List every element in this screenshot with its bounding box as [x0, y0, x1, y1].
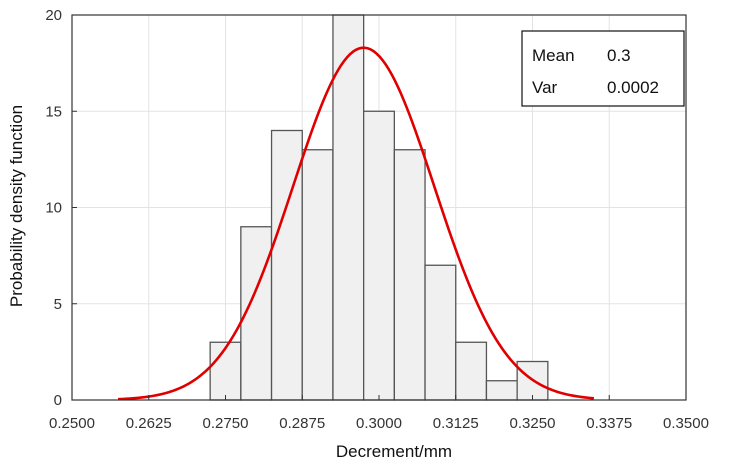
y-tick-label: 0	[54, 392, 62, 409]
x-tick-label: 0.2625	[126, 415, 172, 432]
histogram-bar	[393, 149, 426, 401]
y-tick-label: 20	[45, 7, 62, 24]
fit-curve-layer	[117, 46, 595, 401]
x-tick-label: 0.3375	[586, 415, 632, 432]
x-axis-label: Decrement/mm	[336, 442, 452, 461]
tick-labels: 0.2500 0.2625 0.2750 0.2875 0.3000 0.3125 0.32…	[45, 7, 709, 432]
y-tick-label: 10	[45, 200, 62, 217]
histogram-bar	[209, 341, 242, 401]
histogram-bar	[270, 129, 303, 401]
normal-fit-curve	[117, 46, 595, 401]
legend-mean-value: 0.3	[607, 46, 631, 65]
y-tick-label: 5	[54, 296, 62, 313]
x-tick-label: 0.2500	[49, 415, 95, 432]
stats-legend: Mean 0.3 Var 0.0002	[521, 30, 685, 107]
x-tick-label: 0.2875	[279, 415, 325, 432]
x-tick-label: 0.3500	[663, 415, 709, 432]
legend-var-value: 0.0002	[607, 78, 659, 97]
x-tick-label: 0.2750	[203, 415, 249, 432]
x-tick-label: 0.3000	[356, 415, 402, 432]
legend-box	[521, 30, 685, 107]
histogram-bar	[455, 341, 488, 401]
y-axis-label: Probability density function	[7, 105, 26, 307]
histogram-bar	[424, 264, 457, 401]
legend-mean-label: Mean	[532, 46, 575, 65]
axes	[71, 14, 687, 401]
plot-frame	[71, 14, 687, 401]
x-tick-label: 0.3125	[433, 415, 479, 432]
histogram-bar	[362, 110, 395, 401]
legend-var-label: Var	[532, 78, 558, 97]
histogram-bar	[485, 380, 518, 401]
x-tick-label: 0.3250	[510, 415, 556, 432]
y-tick-label: 15	[45, 103, 62, 120]
histogram-bar	[301, 149, 334, 401]
